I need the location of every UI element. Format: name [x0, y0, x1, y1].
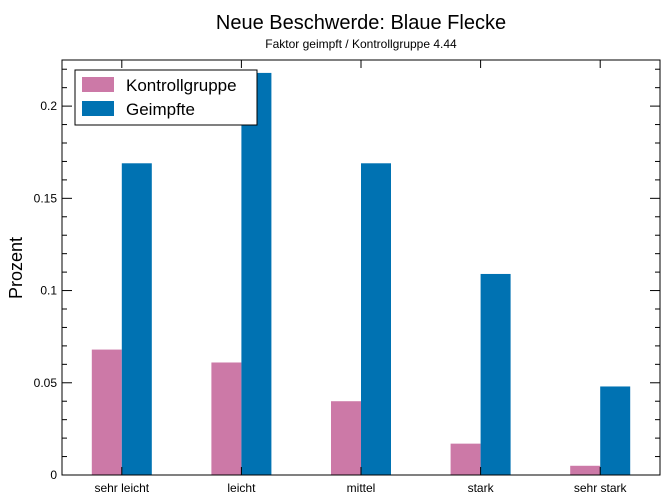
chart-subtitle: Faktor geimpft / Kontrollgruppe 4.44 — [265, 37, 457, 51]
bar-geimpfte-1 — [241, 72, 272, 476]
bar-kontrollgruppe-1 — [211, 362, 242, 475]
legend-swatch — [82, 101, 114, 116]
bar-kontrollgruppe-3 — [450, 443, 481, 475]
legend-label: Kontrollgruppe — [126, 76, 237, 95]
x-tick-label: sehr stark — [574, 481, 628, 495]
y-tick-label: 0.15 — [34, 191, 58, 205]
bar-geimpfte-4 — [600, 386, 631, 475]
bar-kontrollgruppe-4 — [570, 465, 601, 475]
legend-swatch — [82, 77, 114, 92]
legend-label: Geimpfte — [126, 100, 195, 119]
y-tick-label: 0.1 — [40, 284, 57, 298]
x-tick-label: mittel — [347, 481, 376, 495]
axes-group: 0 0.05 0.1 0.15 0.2 sehr leicht leicht mittel st… — [34, 59, 661, 495]
bar-kontrollgruppe-2 — [331, 401, 361, 475]
y-axis-label: Prozent — [6, 237, 26, 299]
chart-title: Neue Beschwerde: Blaue Flecke — [216, 12, 506, 34]
y-tick-label: 0.05 — [34, 376, 58, 390]
x-tick-label: leicht — [227, 481, 256, 495]
bar-kontrollgruppe-0 — [91, 349, 122, 475]
legend: Kontrollgruppe Geimpfte — [74, 69, 258, 126]
bar-geimpfte-0 — [121, 163, 152, 476]
y-tick-label: 0 — [50, 468, 57, 482]
y-tick-label: 0.2 — [40, 99, 57, 113]
bars-group — [91, 72, 631, 476]
bar-geimpfte-3 — [480, 273, 511, 475]
bar-geimpfte-2 — [361, 163, 391, 476]
x-tick-label: sehr leicht — [94, 481, 149, 495]
x-tick-label: stark — [468, 481, 495, 495]
